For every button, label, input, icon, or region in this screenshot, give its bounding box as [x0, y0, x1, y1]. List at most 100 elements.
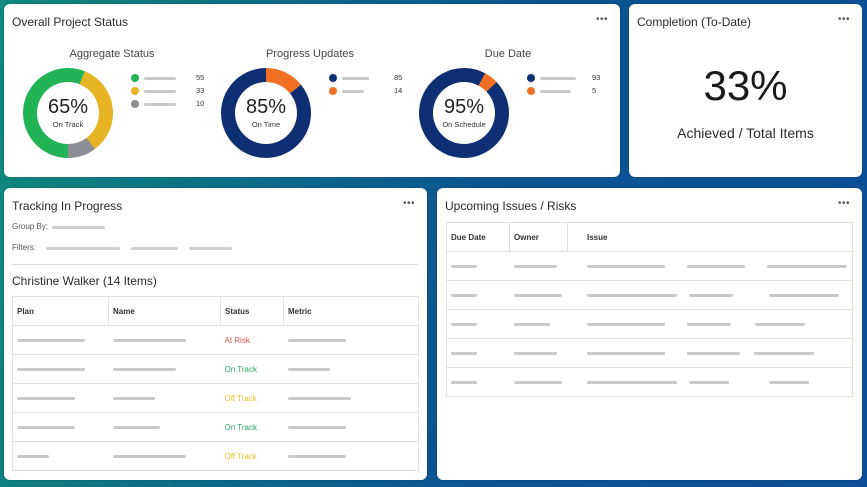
- donut-segment: [67, 137, 95, 158]
- donut-segment: [265, 68, 301, 94]
- column-header-status[interactable]: Status: [220, 296, 284, 326]
- owner-placeholder: [513, 351, 557, 355]
- donut-aggregate-status: Aggregate Status 65% On Track 55 33 10: [12, 44, 212, 174]
- issues-table: Due Date Owner Issue: [446, 222, 853, 397]
- legend-label-placeholder: [540, 90, 571, 93]
- donut-caption: On Schedule: [442, 120, 486, 129]
- legend-item: 85: [324, 72, 404, 85]
- column-header-name[interactable]: Name: [108, 296, 221, 326]
- owner-placeholder: [513, 380, 562, 384]
- completion-percent: 33%: [703, 62, 788, 109]
- legend-item: 14: [324, 85, 404, 98]
- upcoming-issues-risks-card: Upcoming Issues / Risks ••• Due Date Own…: [437, 188, 862, 480]
- divider: [12, 264, 418, 265]
- plan-placeholder: [17, 338, 85, 342]
- donut-legend: 55 33 10: [126, 72, 206, 111]
- column-header-due-date[interactable]: Due Date: [446, 222, 510, 252]
- donut-chart: [221, 68, 311, 158]
- overall-project-status-card: Overall Project Status ••• Aggregate Sta…: [4, 4, 620, 177]
- owner-placeholder: [513, 264, 557, 268]
- more-options-icon[interactable]: •••: [595, 14, 608, 25]
- donut-percent: 65%: [47, 96, 89, 118]
- donut-segment: [221, 68, 311, 158]
- status-badge: At Risk: [224, 335, 250, 345]
- legend-dot-icon: [131, 87, 139, 95]
- donut-segment: [419, 68, 509, 158]
- legend-dot-icon: [527, 87, 535, 95]
- legend-label-placeholder: [144, 77, 176, 80]
- legend-value: 5: [592, 86, 597, 95]
- column-header-plan[interactable]: Plan: [12, 296, 109, 326]
- legend-value: 10: [196, 99, 205, 108]
- card-title: Upcoming Issues / Risks: [445, 199, 577, 213]
- table-row[interactable]: On Track: [12, 412, 419, 442]
- donut-segment: [478, 73, 497, 92]
- table-row[interactable]: Off Track: [12, 383, 419, 413]
- legend-value: 85: [394, 73, 403, 82]
- metric-placeholder: [287, 454, 346, 458]
- table-row[interactable]: Off Track: [12, 441, 419, 471]
- filters-label: Filters:: [12, 243, 36, 252]
- card-title: Tracking In Progress: [12, 199, 123, 213]
- table-row[interactable]: On Track: [12, 354, 419, 384]
- filter-chip-placeholder[interactable]: [189, 247, 232, 250]
- more-options-icon[interactable]: •••: [402, 198, 415, 209]
- issue-placeholder: [586, 293, 853, 297]
- due-date-placeholder: [451, 380, 477, 384]
- column-header-owner[interactable]: Owner: [509, 222, 568, 252]
- table-row[interactable]: [446, 309, 853, 339]
- donut-legend: 85 14: [324, 72, 404, 98]
- owner-placeholder: [513, 293, 562, 297]
- filter-chip-placeholder[interactable]: [131, 247, 178, 250]
- donut-percent: 85%: [245, 96, 287, 118]
- table-row[interactable]: [446, 251, 853, 281]
- legend-label-placeholder: [144, 90, 176, 93]
- name-placeholder: [112, 396, 155, 400]
- status-badge: On Track: [224, 364, 257, 374]
- name-placeholder: [112, 425, 160, 429]
- plan-placeholder: [17, 396, 75, 400]
- plan-placeholder: [17, 425, 75, 429]
- more-options-icon[interactable]: •••: [837, 198, 850, 209]
- metric-placeholder: [287, 338, 346, 342]
- issue-placeholder: [586, 264, 853, 268]
- donut-due-date: Due Date 95% On Schedule 93 5: [408, 44, 608, 174]
- table-row[interactable]: At Risk: [12, 325, 419, 355]
- status-badge: On Track: [224, 422, 257, 432]
- due-date-placeholder: [451, 322, 477, 326]
- plan-placeholder: [17, 454, 49, 458]
- legend-value: 93: [592, 73, 601, 82]
- more-options-icon[interactable]: •••: [837, 14, 850, 25]
- status-badge: Off Track: [224, 393, 257, 403]
- column-header-issue[interactable]: Issue: [567, 222, 853, 252]
- filter-chip-placeholder[interactable]: [46, 247, 120, 250]
- legend-item: 5: [522, 85, 602, 98]
- table-header-row: Plan Name Status Metric: [12, 296, 419, 326]
- plan-placeholder: [17, 367, 85, 371]
- donut-segment: [79, 71, 113, 150]
- metric-placeholder: [287, 425, 346, 429]
- donut-chart: [419, 68, 509, 158]
- issue-placeholder: [586, 351, 853, 355]
- name-placeholder: [112, 338, 186, 342]
- table-header-row: Due Date Owner Issue: [446, 222, 853, 252]
- legend-dot-icon: [131, 74, 139, 82]
- legend-dot-icon: [329, 74, 337, 82]
- donut-segment: [23, 68, 85, 158]
- table-row[interactable]: [446, 280, 853, 310]
- status-badge: Off Track: [224, 451, 257, 461]
- card-title: Completion (To-Date): [637, 15, 752, 29]
- name-placeholder: [112, 367, 176, 371]
- group-title: Christine Walker (14 Items): [12, 274, 157, 288]
- legend-label-placeholder: [342, 77, 369, 80]
- table-row[interactable]: [446, 367, 853, 397]
- donut-percent: 95%: [443, 96, 485, 118]
- legend-label-placeholder: [342, 90, 364, 93]
- legend-dot-icon: [329, 87, 337, 95]
- legend-label-placeholder: [540, 77, 576, 80]
- column-header-metric[interactable]: Metric: [283, 296, 419, 326]
- issue-placeholder: [586, 380, 853, 384]
- table-row[interactable]: [446, 338, 853, 368]
- issue-placeholder: [586, 322, 853, 326]
- group-by-value-placeholder[interactable]: [52, 226, 105, 229]
